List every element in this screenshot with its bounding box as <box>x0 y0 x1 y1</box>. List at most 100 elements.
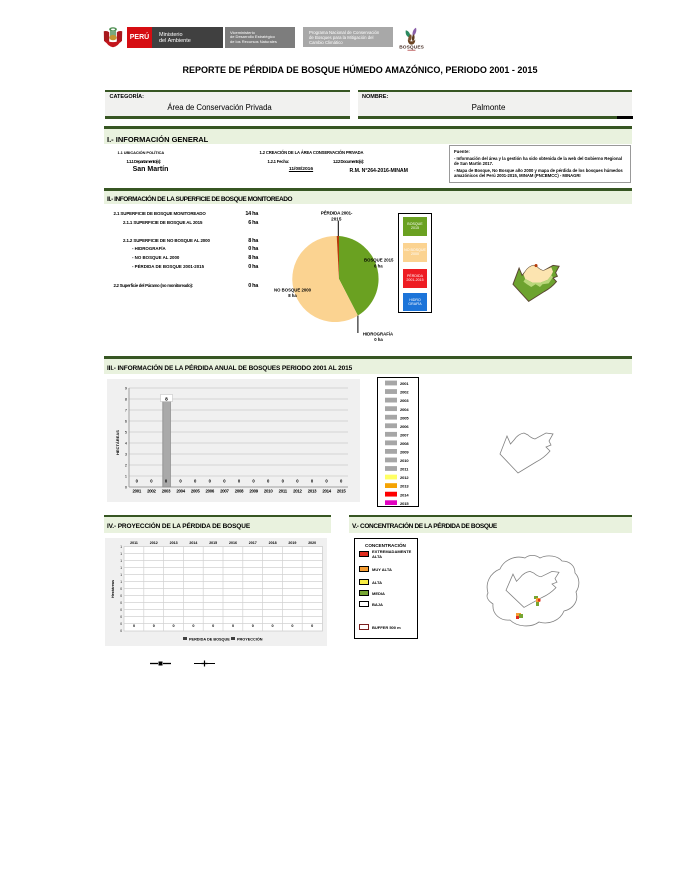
svg-text:6 ha: 6 ha <box>374 263 383 268</box>
svg-text:0: 0 <box>120 629 122 633</box>
svg-text:2005: 2005 <box>191 489 200 494</box>
svg-text:1: 1 <box>120 573 122 577</box>
svg-text:Hectáreas: Hectáreas <box>111 580 115 598</box>
svg-text:2015: 2015 <box>337 489 346 494</box>
svg-text:2017: 2017 <box>249 541 257 545</box>
svg-text:2016: 2016 <box>229 541 237 545</box>
svg-text:2012: 2012 <box>293 489 302 494</box>
svg-text:0: 0 <box>267 479 270 484</box>
svg-text:0: 0 <box>282 479 285 484</box>
svg-text:2013: 2013 <box>400 484 409 489</box>
svg-text:2008: 2008 <box>235 489 244 494</box>
svg-text:0: 0 <box>120 601 122 605</box>
svg-text:2011: 2011 <box>130 541 138 545</box>
svg-text:9: 9 <box>125 387 127 391</box>
svg-text:2012: 2012 <box>150 541 158 545</box>
svg-text:BOSQUES: BOSQUES <box>399 45 424 51</box>
svg-text:PERDIDA DE BOSQUE: PERDIDA DE BOSQUE <box>189 637 230 641</box>
svg-text:2003: 2003 <box>400 398 409 403</box>
svg-text:7: 7 <box>125 409 127 413</box>
svg-text:2013: 2013 <box>170 541 178 545</box>
svg-text:2001: 2001 <box>400 381 409 386</box>
svg-text:0: 0 <box>311 624 313 628</box>
svg-text:2002: 2002 <box>400 390 409 395</box>
svg-text:2011: 2011 <box>400 467 409 472</box>
svg-text:0: 0 <box>150 479 153 484</box>
svg-text:2: 2 <box>125 464 127 468</box>
svg-text:2015: 2015 <box>400 501 409 505</box>
svg-text:0: 0 <box>223 479 226 484</box>
svg-text:2018: 2018 <box>269 541 277 545</box>
svg-text:1: 1 <box>120 580 122 584</box>
svg-text:0: 0 <box>209 479 212 484</box>
svg-text:2007: 2007 <box>400 432 409 437</box>
svg-text:0: 0 <box>252 479 255 484</box>
svg-text:0: 0 <box>272 624 274 628</box>
svg-text:0: 0 <box>325 479 328 484</box>
svg-text:8: 8 <box>125 398 127 402</box>
svg-text:2002: 2002 <box>147 489 156 494</box>
svg-text:0: 0 <box>252 624 254 628</box>
svg-text:0: 0 <box>194 479 197 484</box>
svg-text:2009: 2009 <box>400 450 409 455</box>
svg-text:0: 0 <box>136 479 139 484</box>
svg-text:6: 6 <box>125 420 127 424</box>
svg-text:2010: 2010 <box>400 458 409 463</box>
svg-text:4: 4 <box>125 442 127 446</box>
svg-text:1: 1 <box>120 566 122 570</box>
svg-text:2004: 2004 <box>400 407 409 412</box>
svg-text:0: 0 <box>120 615 122 619</box>
svg-text:0: 0 <box>165 479 168 484</box>
svg-text:2019: 2019 <box>288 541 296 545</box>
svg-text:0: 0 <box>120 608 122 612</box>
svg-text:0: 0 <box>125 486 127 490</box>
svg-text:8: 8 <box>165 397 168 403</box>
svg-text:2008: 2008 <box>400 441 409 446</box>
svg-text:3: 3 <box>125 453 127 457</box>
svg-text:2010: 2010 <box>264 489 273 494</box>
svg-text:2006: 2006 <box>400 424 409 429</box>
svg-text:0: 0 <box>296 479 299 484</box>
svg-text:1: 1 <box>120 545 122 549</box>
svg-text:0: 0 <box>173 624 175 628</box>
svg-text:0: 0 <box>212 624 214 628</box>
svg-text:0: 0 <box>238 479 241 484</box>
svg-text:NO BOSQUE 2000: NO BOSQUE 2000 <box>274 288 312 293</box>
svg-text:PROYECCIÓN: PROYECCIÓN <box>237 636 263 641</box>
svg-text:2011: 2011 <box>279 489 288 494</box>
svg-text:0: 0 <box>192 624 194 628</box>
svg-text:2015: 2015 <box>331 217 342 222</box>
svg-text:0: 0 <box>153 624 155 628</box>
svg-text:2006: 2006 <box>206 489 215 494</box>
svg-text:1: 1 <box>125 475 127 479</box>
svg-text:2020: 2020 <box>308 541 316 545</box>
svg-text:0 ha: 0 ha <box>374 337 383 342</box>
svg-text:HIDROGRAFÍA: HIDROGRAFÍA <box>363 332 393 337</box>
svg-text:1: 1 <box>120 552 122 556</box>
svg-text:0: 0 <box>232 624 234 628</box>
svg-text:2007: 2007 <box>220 489 229 494</box>
svg-text:0: 0 <box>120 587 122 591</box>
svg-text:2012: 2012 <box>400 475 409 480</box>
svg-text:2003: 2003 <box>162 489 171 494</box>
svg-text:0: 0 <box>340 479 343 484</box>
svg-text:2014: 2014 <box>189 541 197 545</box>
svg-text:0: 0 <box>311 479 314 484</box>
svg-text:0: 0 <box>179 479 182 484</box>
svg-text:0: 0 <box>133 624 135 628</box>
svg-text:2014: 2014 <box>400 492 409 497</box>
svg-text:HECTÁREAS: HECTÁREAS <box>115 430 120 455</box>
svg-text:0: 0 <box>120 594 122 598</box>
svg-text:2004: 2004 <box>176 489 185 494</box>
svg-text:2009: 2009 <box>249 489 258 494</box>
svg-text:BOSQUE 2015: BOSQUE 2015 <box>364 258 394 263</box>
svg-text:2005: 2005 <box>400 415 409 420</box>
svg-text:PÉRDIDA 2001-: PÉRDIDA 2001- <box>321 209 353 216</box>
svg-text:5: 5 <box>125 431 127 435</box>
svg-text:1: 1 <box>120 559 122 563</box>
svg-text:2013: 2013 <box>308 489 317 494</box>
svg-text:0: 0 <box>291 624 293 628</box>
svg-text:8 ha: 8 ha <box>288 293 297 298</box>
svg-text:0: 0 <box>120 622 122 626</box>
svg-text:2015: 2015 <box>209 541 217 545</box>
